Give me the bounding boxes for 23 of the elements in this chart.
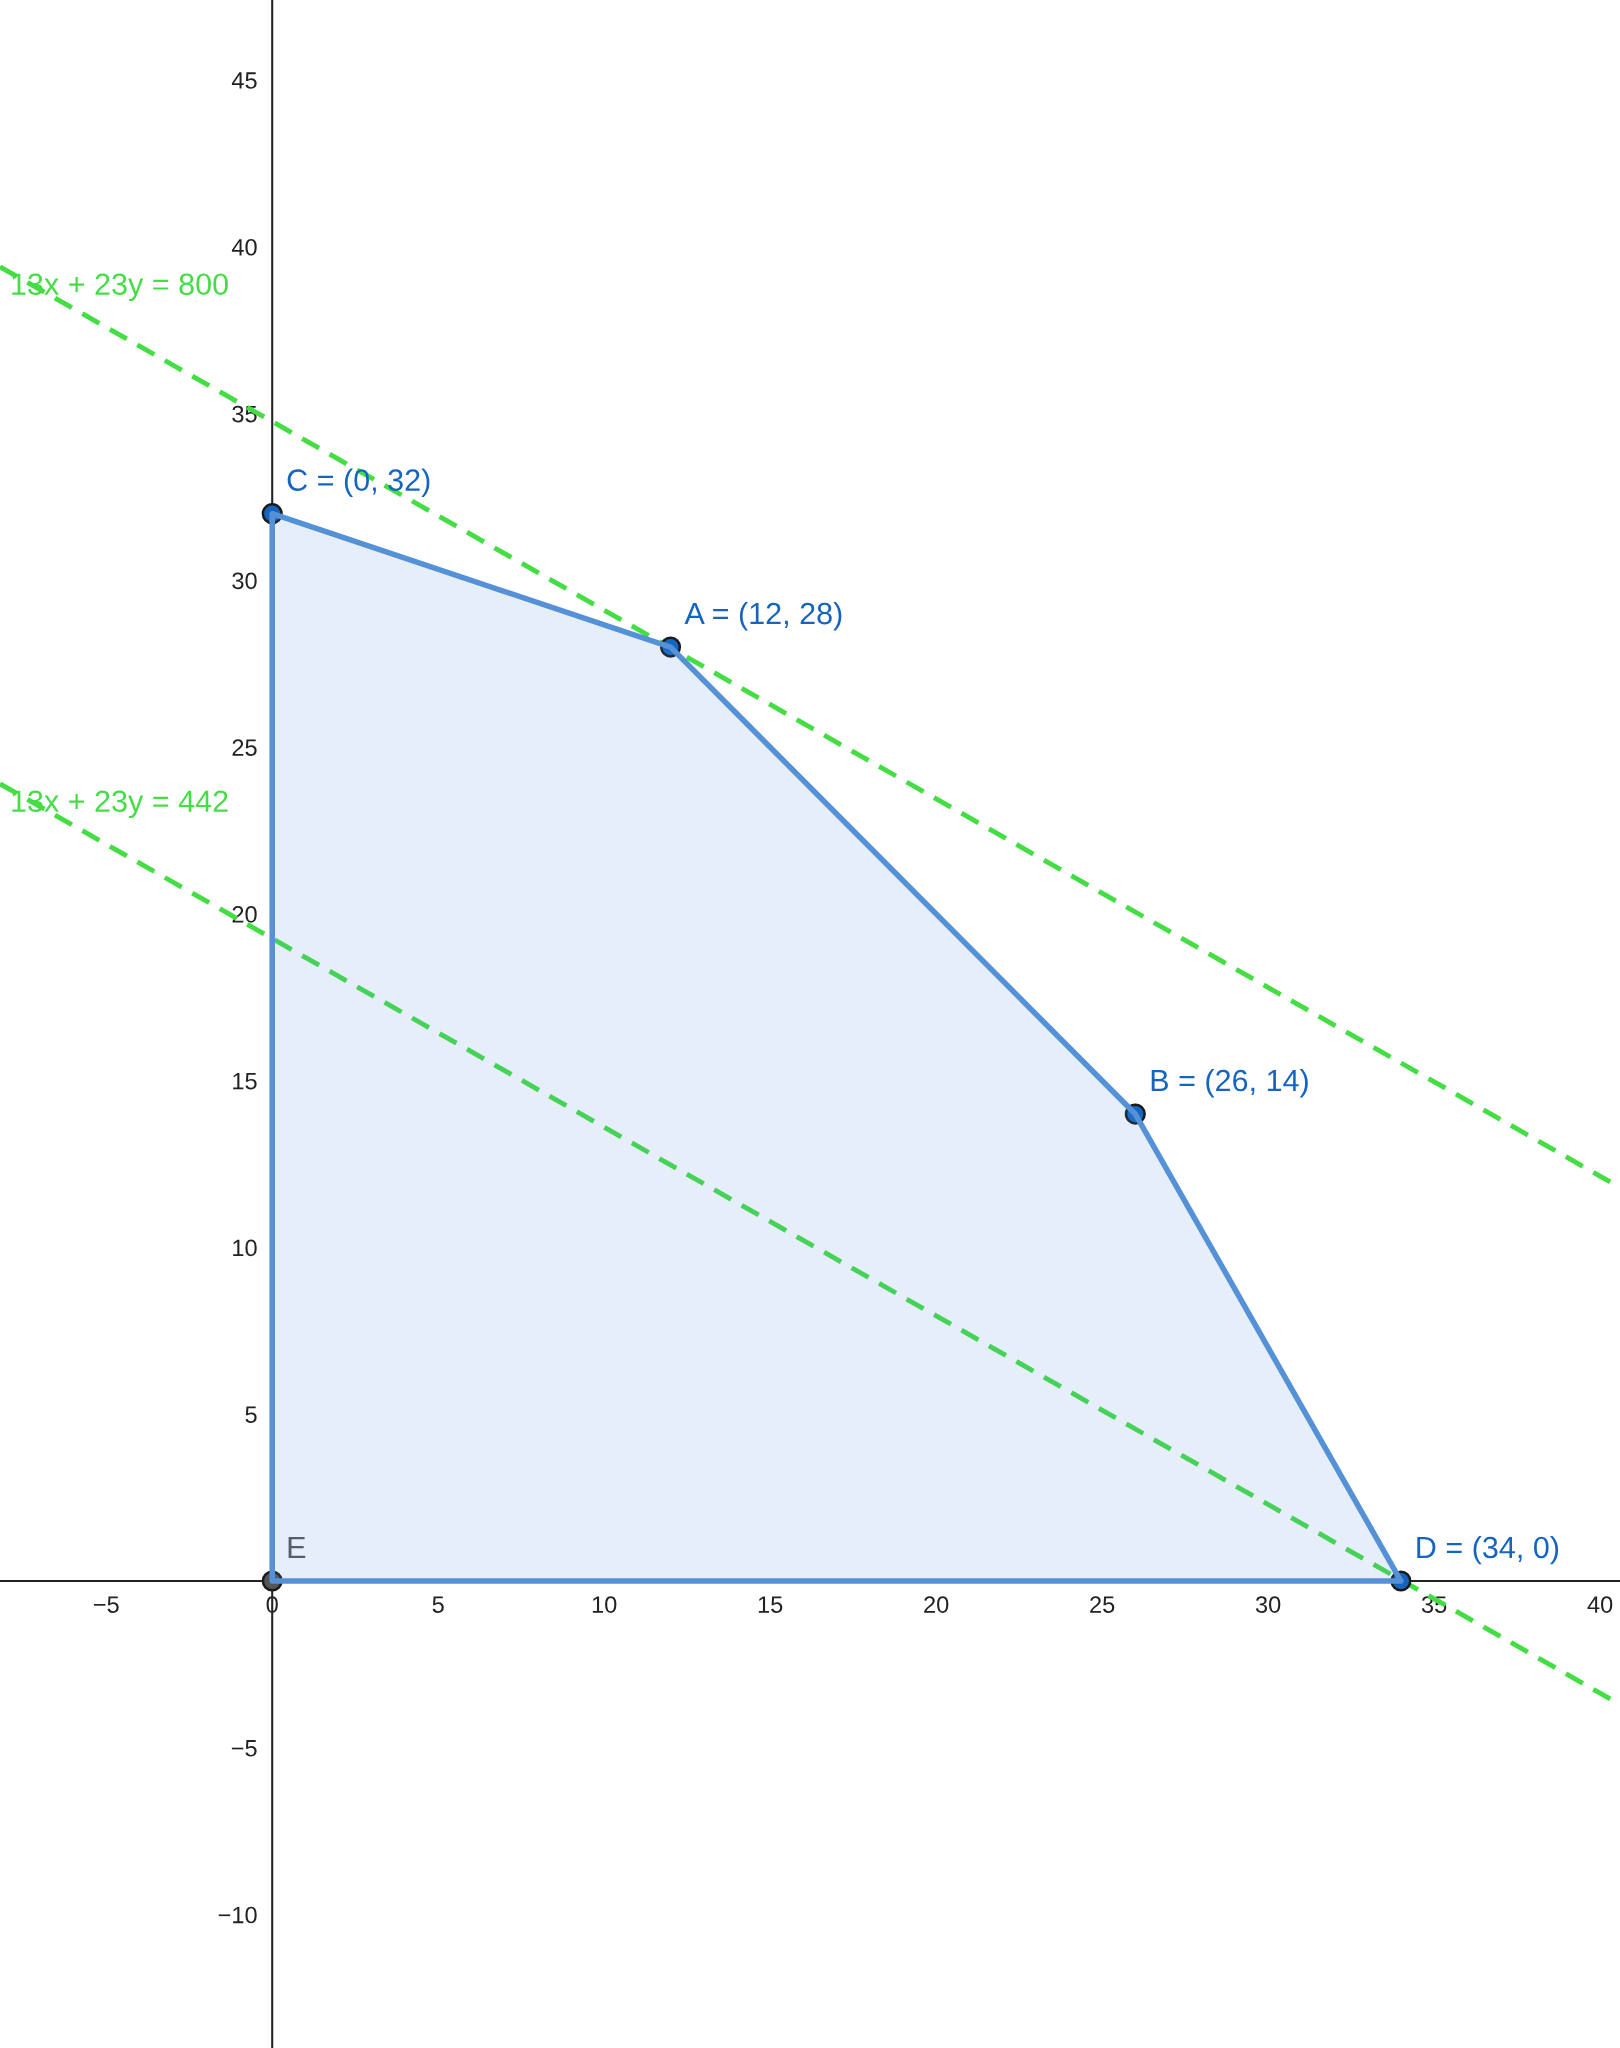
y-tick-label: −10 <box>218 1906 257 1924</box>
y-tick-label: 25 <box>232 739 257 756</box>
annotation: E <box>288 1537 306 1559</box>
x-tick-label: 10 <box>592 1596 617 1613</box>
x-tick-label: 30 <box>1255 1596 1281 1613</box>
annotation: A = (12, 28) <box>684 601 842 631</box>
y-tick-label: −5 <box>231 1740 257 1757</box>
y-tick-label: 30 <box>232 572 257 590</box>
x-tick-label: 5 <box>432 1596 444 1613</box>
x-tick-label: 20 <box>924 1596 949 1613</box>
y-tick-label: 5 <box>245 1406 257 1424</box>
x-tick-label: 15 <box>758 1596 783 1613</box>
y-tick-label: 40 <box>231 238 257 256</box>
annotation: D = (34, 0) <box>1417 1535 1559 1565</box>
x-tick-label: −5 <box>93 1596 119 1613</box>
annotation: C = (0, 32) <box>287 468 430 497</box>
y-tick-label: 20 <box>232 906 257 923</box>
annotation: B = (26, 14) <box>1151 1068 1308 1098</box>
x-tick-label: 40 <box>1587 1596 1613 1613</box>
y-tick-label: 45 <box>231 72 257 89</box>
x-tick-label: 25 <box>1090 1596 1115 1613</box>
y-tick-label: 15 <box>233 1073 257 1090</box>
y-tick-label: 10 <box>233 1239 257 1257</box>
